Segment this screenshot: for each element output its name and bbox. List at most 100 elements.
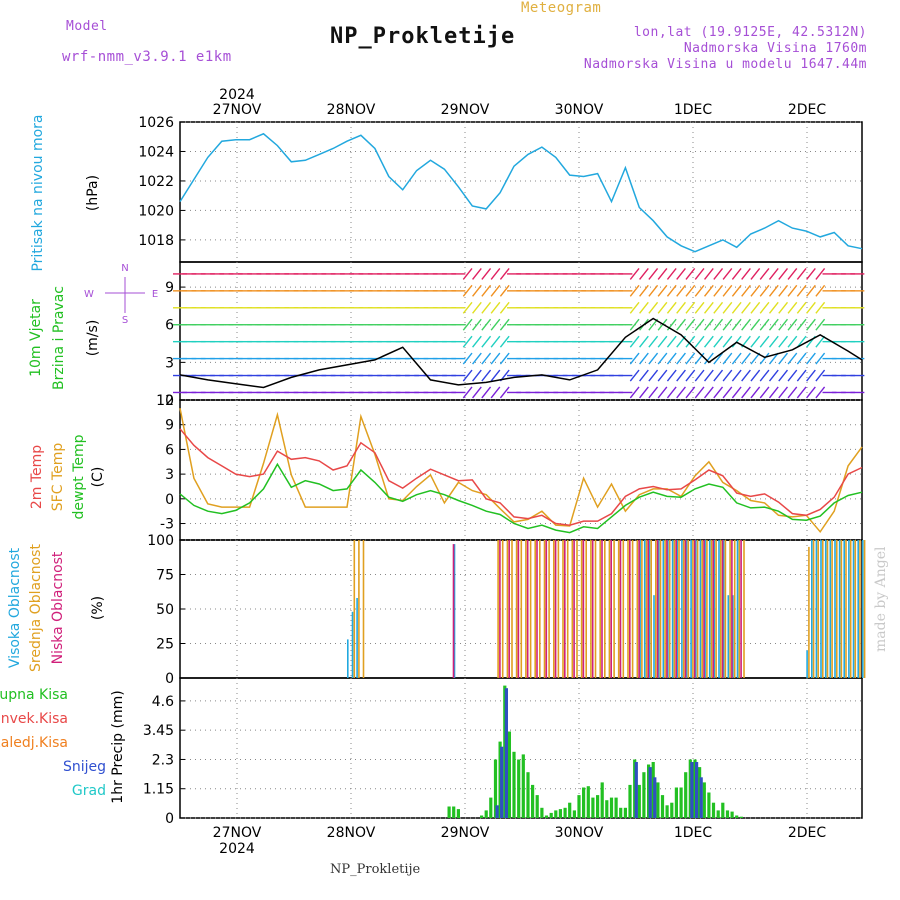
x-label-top-0: 27NOV — [213, 102, 262, 118]
wind-barb-134-7 — [796, 267, 807, 280]
cloud-bar-2-31 — [610, 540, 612, 678]
precip-bar-0-58 — [730, 811, 734, 818]
wind-barb-116-7 — [713, 267, 724, 280]
wind-barb-118-5 — [722, 301, 733, 314]
chart-subtitle: Meteogram — [521, 0, 602, 16]
precip-bar-0-55 — [716, 810, 720, 818]
cloud-bar-1-53 — [710, 540, 713, 678]
cloud-bar-1-22 — [566, 540, 569, 678]
wind-barb-128-4 — [768, 318, 779, 331]
precip-bar-0-45 — [670, 802, 674, 818]
wind-barb-64-7 — [472, 267, 482, 280]
wind-barb-128-0 — [768, 386, 779, 399]
wind-barb-120-5 — [731, 301, 742, 314]
ytick-label-pressure-1: 1020 — [138, 203, 174, 219]
precip-bar-0-1 — [452, 806, 456, 818]
model-name: wrf-nmm_v3.9.1 e1km — [62, 49, 232, 65]
cloud-bar-2-25 — [582, 540, 585, 678]
cloud-bar-1-15 — [534, 540, 536, 678]
wind-barb-112-0 — [694, 386, 705, 399]
wind-barb-124-0 — [750, 386, 761, 399]
precip-bar-0-28 — [591, 797, 595, 818]
precip-bar-0-35 — [623, 807, 627, 818]
ytick-label-wind-1: 3 — [165, 355, 174, 371]
precip-bar-0-39 — [642, 772, 646, 818]
cloud-bar-1-74 — [808, 546, 810, 678]
ytick-label-pressure-4: 1026 — [138, 115, 174, 131]
wind-barb-116-0 — [713, 386, 724, 399]
precip-bar-0-15 — [531, 784, 535, 818]
cloud-bar-1-76 — [817, 540, 819, 678]
wind-barb-104-7 — [657, 267, 668, 280]
cloud-bar-1-81 — [840, 540, 843, 678]
ytick-label-wind-2: 6 — [165, 318, 174, 334]
wind-barb-98-2 — [629, 352, 640, 365]
wind-barb-66-3 — [481, 335, 492, 348]
ytick-label-temperature-2: 3 — [165, 467, 174, 483]
cloud-bar-1-84 — [854, 540, 857, 678]
wind-barb-138-5 — [815, 301, 826, 314]
cloud-bar-2-39 — [647, 540, 650, 678]
cloud-bar-1-2 — [358, 540, 360, 678]
wind-barb-112-1 — [694, 369, 705, 382]
wind-barb-68-5 — [490, 301, 501, 314]
cloud-bar-2-51 — [703, 540, 705, 678]
wind-barb-138-6 — [815, 284, 826, 297]
x-label-bottom-1: 28NOV — [327, 825, 376, 841]
cloud-bar-0-47 — [681, 540, 683, 678]
wind-barb-98-6 — [629, 284, 640, 297]
wind-barb-122-2 — [741, 352, 751, 365]
precip-bar-0-31 — [605, 800, 609, 818]
cloud-bar-1-51 — [701, 540, 703, 678]
wind-barb-66-0 — [481, 386, 492, 399]
wind-barb-62-3 — [462, 335, 473, 348]
precip-bar-0-22 — [563, 807, 567, 818]
cloud-bar-1-59 — [738, 540, 741, 678]
precip-bar-0-19 — [549, 812, 553, 818]
panel-frame-wind — [179, 261, 863, 401]
ytick-label-pressure-2: 1022 — [138, 174, 174, 190]
precip-bar-1-9 — [504, 688, 508, 818]
wind-barb-124-5 — [750, 301, 761, 314]
cloud-bar-2-41 — [656, 540, 659, 678]
cloud-bar-1-36 — [631, 540, 634, 678]
wind-barb-118-6 — [722, 284, 733, 297]
cloud-bar-1-42 — [659, 540, 662, 678]
wind-barb-130-4 — [778, 318, 789, 331]
wind-barb-134-5 — [796, 301, 807, 314]
precip-bar-0-48 — [684, 772, 688, 818]
cloud-bar-0-55 — [718, 540, 720, 678]
wind-barb-104-3 — [657, 335, 668, 348]
x-label-bottom-3: 30NOV — [555, 825, 604, 841]
precip-bar-0-30 — [600, 782, 604, 818]
wind-barb-138-1 — [815, 369, 826, 382]
wind-barb-130-1 — [778, 369, 789, 382]
wind-barb-122-5 — [741, 301, 751, 314]
ylabel-wind-sub: Brzina i Pravac — [51, 286, 67, 390]
wind-barb-64-5 — [472, 301, 482, 314]
wind-barb-108-7 — [676, 267, 686, 280]
cloud-bar-1-47 — [682, 540, 685, 678]
cloud-bar-1-1 — [353, 540, 356, 678]
wind-barb-132-7 — [787, 267, 798, 280]
cloud-bar-1-16 — [539, 540, 541, 678]
wind-barb-124-1 — [750, 369, 761, 382]
wind-barb-118-0 — [722, 386, 733, 399]
cloud-bar-2-7 — [499, 540, 501, 678]
cloud-bar-0-45 — [671, 540, 674, 678]
wind-barb-130-5 — [778, 301, 789, 314]
wind-barb-138-0 — [815, 386, 826, 399]
cloud-bar-1-57 — [729, 540, 731, 678]
cloud-bar-2-23 — [573, 540, 575, 678]
precip-bar-0-36 — [628, 784, 632, 818]
wind-barb-106-2 — [666, 352, 677, 365]
ytick-label-cloud-4: 100 — [147, 533, 174, 549]
wind-barb-112-6 — [694, 284, 705, 297]
series-line-wind-speed — [179, 317, 863, 389]
series-line-dewpt — [179, 462, 863, 534]
wind-barb-98-3 — [629, 335, 640, 348]
cloud-bar-1-27 — [590, 540, 592, 678]
ytick-label-cloud-3: 75 — [156, 568, 174, 584]
wind-barb-136-5 — [806, 301, 816, 314]
wind-barb-110-5 — [685, 301, 696, 314]
